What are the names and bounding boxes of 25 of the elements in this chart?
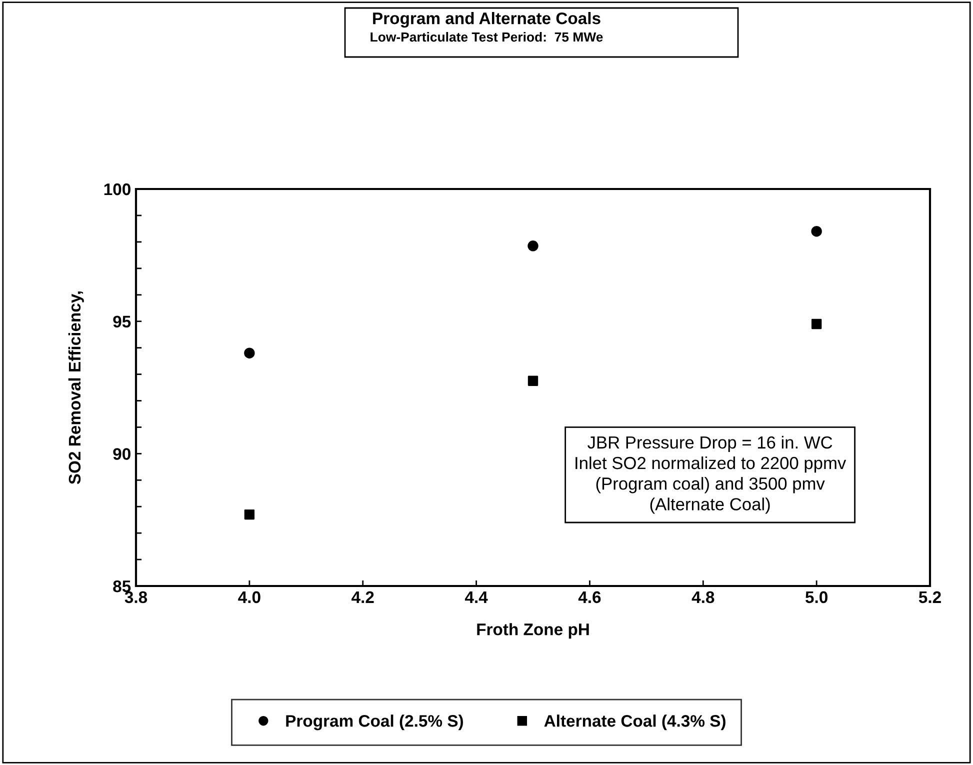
annotation: JBR Pressure Drop = 16 in. WC Inlet SO2 normalized to 2200 ppmv (Program coal) and 3500 pmv (Alternate Coal) (576, 436, 846, 514)
x-tick-label: 4.4 (464, 591, 488, 603)
point (244, 348, 255, 358)
chart-title: Program and Alternate Coals (373, 12, 600, 28)
x-tick-label: 5.0 (806, 591, 828, 604)
x-tick-label: 3.8 (124, 591, 148, 604)
y-tick-label: 90 (113, 448, 130, 460)
point (528, 376, 538, 386)
y-tick-label: 95 (113, 316, 131, 328)
legend-label: Program Coal (2.5% S) (286, 714, 463, 730)
x-tick-label: 5.2 (918, 591, 941, 604)
x-tick-label: 4.8 (692, 591, 714, 604)
point (811, 318, 822, 330)
y-tick-label: 85 (113, 580, 131, 592)
point (528, 240, 538, 252)
x-axis-title: Froth Zone pH (477, 623, 589, 639)
y-axis-title: SO2 Removal Efficiency, (68, 292, 84, 484)
point (811, 226, 822, 237)
chart-subtitle: Low-Particulate Test Period: 75 MWe (370, 32, 603, 42)
y-tick-label: 100 (104, 183, 130, 196)
x-tick-label: 4.6 (578, 591, 601, 604)
legend-label: Alternate Coal (4.3% S) (544, 714, 726, 730)
x-tick-label: 4.2 (352, 591, 374, 603)
point (244, 509, 255, 520)
x-tick-label: 4.0 (238, 591, 260, 604)
